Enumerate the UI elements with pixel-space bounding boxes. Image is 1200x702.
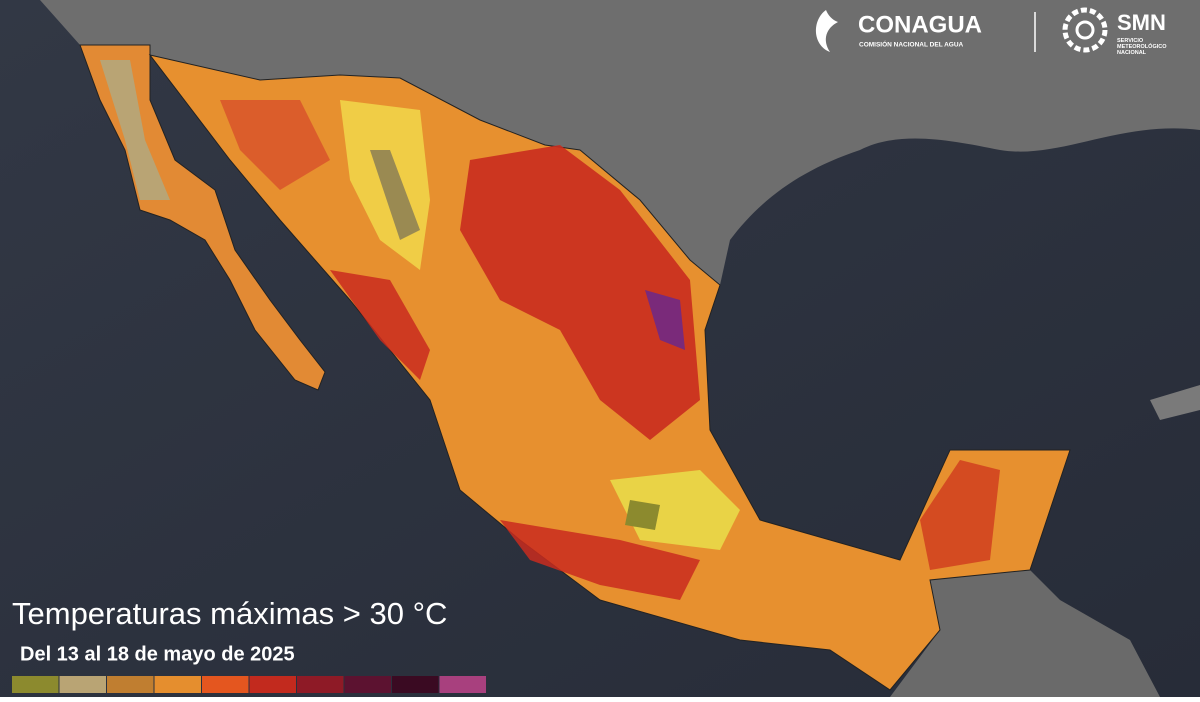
legend-swatch: [154, 676, 201, 693]
smn-icon: [1062, 7, 1108, 53]
legend-swatch: [249, 676, 296, 693]
cuba-land: [1150, 385, 1200, 420]
heat-zone-northeast: [460, 145, 700, 440]
legend-swatch: [202, 676, 249, 693]
heat-zone-sinaloa: [330, 270, 430, 380]
cool-zone-valley: [625, 500, 660, 530]
legend-swatch: [439, 676, 486, 693]
smn-name: SMN: [1117, 10, 1166, 35]
heat-zone-south: [500, 520, 700, 600]
usa-land: [40, 0, 1200, 285]
cool-zone-central: [610, 470, 740, 550]
legend-swatch: [392, 676, 439, 693]
conagua-name: CONAGUA: [858, 11, 982, 38]
legend-swatch: [12, 676, 59, 693]
smn-subtitle-box: SERVICIO METEOROLÓGICO NACIONAL: [1117, 38, 1167, 56]
map-subtitle: Del 13 al 18 de mayo de 2025: [20, 643, 295, 665]
smn-icon-core: [1075, 20, 1095, 40]
central-america-land: [890, 570, 1160, 697]
cool-zone-highland: [370, 150, 420, 240]
map-title: Temperaturas máximas > 30 °C: [12, 596, 447, 631]
heat-zone-sonora: [220, 100, 330, 190]
legend-swatch: [297, 676, 344, 693]
baja-cool-zone: [100, 60, 170, 200]
conagua-icon: [815, 10, 838, 52]
legend: [12, 676, 486, 693]
heat-zone-extreme: [645, 290, 685, 350]
legend-swatch: [107, 676, 154, 693]
legend-swatch: [344, 676, 391, 693]
conagua-subtitle: COMISIÓN NACIONAL DEL AGUA: [859, 40, 964, 49]
smn-subtitle: SERVICIO METEOROLÓGICO NACIONAL: [1117, 38, 1167, 56]
legend-swatch: [59, 676, 106, 693]
heat-zone-yucatan: [920, 460, 1000, 570]
